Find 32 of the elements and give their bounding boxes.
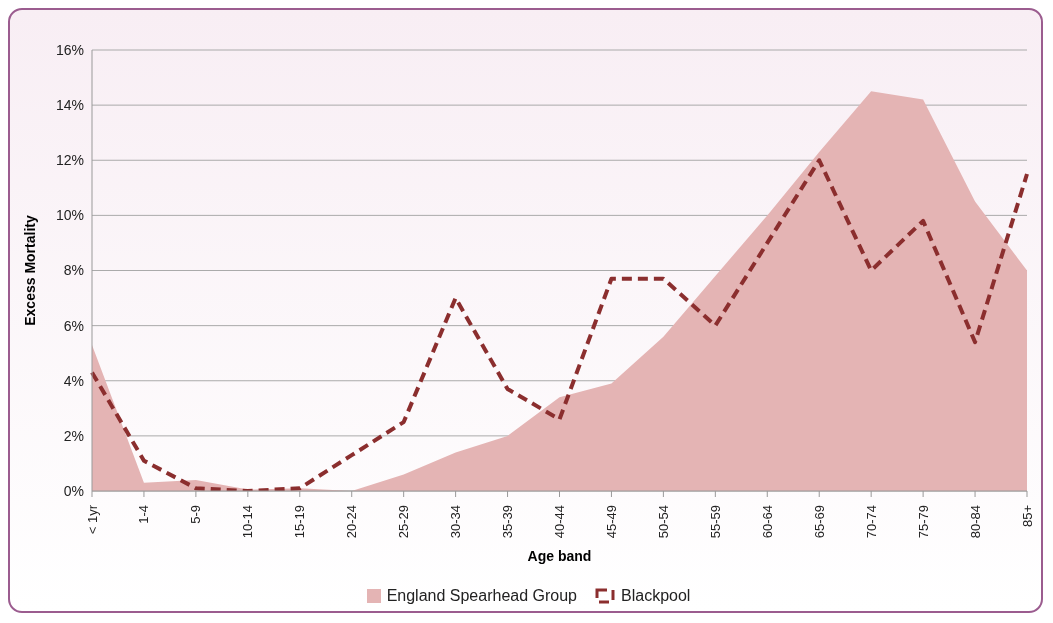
x-tick-label: 40-44 (552, 505, 567, 539)
x-tick-label: 75-79 (915, 505, 931, 539)
x-tick-label: 85+ (1019, 505, 1035, 528)
x-tick-label: 30-34 (448, 505, 464, 539)
legend-label: England Spearhead Group (386, 587, 577, 605)
legend-label: Blackpool (621, 587, 691, 605)
y-tick-label: 2% (63, 427, 84, 444)
x-tick-label: 60-64 (759, 505, 775, 539)
y-tick-label: 4% (63, 372, 84, 389)
x-tick-label: 10-14 (240, 505, 256, 539)
x-tick-label: 70-74 (863, 505, 879, 539)
y-tick-label: 14% (55, 97, 84, 114)
x-tick-label: 80-84 (967, 505, 983, 539)
x-tick-label: 5-9 (188, 505, 204, 524)
x-tick-label: 50-54 (655, 505, 671, 539)
x-tick-label: 20-24 (344, 505, 360, 539)
x-tick-label: 65-69 (811, 505, 827, 539)
y-tick-label: 0% (63, 482, 84, 499)
x-tick-label: 55-59 (707, 505, 723, 539)
y-tick-label: 6% (63, 317, 84, 334)
x-tick-label: 25-29 (396, 505, 412, 539)
x-tick-label: < 1yr (84, 504, 100, 535)
y-tick-label: 8% (63, 262, 84, 279)
y-tick-label: 10% (55, 207, 84, 224)
x-tick-label: 15-19 (292, 505, 308, 539)
x-tick-label: 35-39 (500, 505, 516, 539)
y-tick-label: 12% (55, 152, 84, 169)
y-axis-title: Excess Mortality (21, 215, 38, 326)
y-tick-label: 16% (55, 41, 84, 58)
x-axis-title: Age band (527, 548, 592, 564)
x-tick-label: 1-4 (136, 505, 152, 524)
x-tick-label: 45-49 (603, 505, 619, 539)
